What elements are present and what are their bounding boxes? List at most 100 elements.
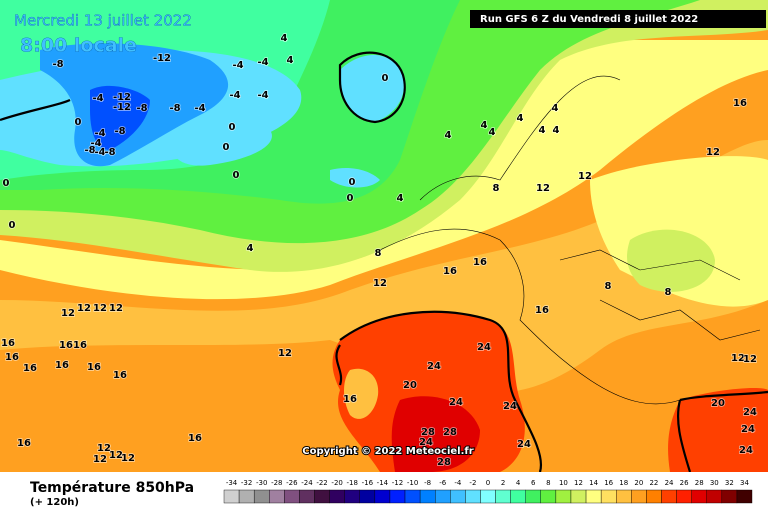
scale-label: 28	[695, 479, 704, 487]
scale-label: -12	[392, 479, 403, 487]
scale-label: 16	[604, 479, 613, 487]
scale-label: 22	[649, 479, 658, 487]
color-cell	[314, 489, 330, 504]
contour-label: -4	[90, 138, 101, 149]
contour-label: 4	[553, 125, 560, 136]
contour-label: -12	[153, 53, 171, 64]
color-cell	[299, 489, 315, 504]
contour-label: -4	[194, 103, 205, 114]
color-cell	[600, 489, 617, 504]
color-cell	[419, 489, 436, 504]
contour-label: -4	[229, 90, 240, 101]
contour-label: -4	[94, 128, 105, 139]
color-cell	[344, 489, 360, 504]
color-cell	[465, 489, 481, 504]
contour-label: 12	[121, 453, 135, 464]
contour-label: -4	[257, 57, 268, 68]
color-cell	[435, 489, 451, 504]
contour-label: 24	[477, 342, 491, 353]
scale-label: -32	[241, 479, 252, 487]
contour-label: 0	[223, 142, 230, 153]
contour-label: 12	[706, 147, 720, 158]
color-cell	[495, 489, 511, 504]
contour-label: 12	[743, 354, 757, 365]
contour-label: -8	[52, 59, 63, 70]
contour-label: 12	[373, 278, 387, 289]
contour-label: 0	[9, 220, 16, 231]
contour-label: 12	[731, 353, 745, 364]
scale-label: -30	[256, 479, 267, 487]
contour-label: 0	[233, 170, 240, 181]
contour-label: 24	[517, 439, 531, 450]
contour-label: -4	[257, 90, 268, 101]
color-cell	[329, 489, 345, 504]
contour-label: 4	[281, 33, 288, 44]
contour-label: 16	[113, 370, 127, 381]
scale-label: 18	[619, 479, 628, 487]
scale-label: 6	[531, 479, 536, 487]
forecast-date: Mercredi 13 juillet 2022	[14, 12, 192, 30]
contour-label: 24	[739, 445, 753, 456]
scale-label: 10	[559, 479, 568, 487]
contour-label: 8	[605, 281, 612, 292]
scale-label: 0	[486, 479, 490, 487]
contour-label: -4	[94, 147, 105, 158]
contour-label: 8	[375, 248, 382, 259]
color-cell	[404, 489, 421, 504]
contour-label: 4	[287, 55, 294, 66]
color-cell	[585, 489, 602, 504]
scale-label: -34	[226, 479, 238, 487]
color-cell	[706, 489, 723, 504]
color-cell	[359, 489, 376, 504]
contour-label: 16	[443, 266, 457, 277]
scale-label: 12	[574, 479, 583, 487]
contour-label: -8	[169, 103, 180, 114]
coastlines	[379, 75, 761, 405]
color-cell	[691, 489, 707, 504]
color-cell	[238, 489, 255, 504]
scale-label: -18	[347, 479, 358, 487]
contour-label: 16	[5, 352, 19, 363]
contour-label: 28	[421, 427, 435, 438]
scale-label: -6	[439, 479, 447, 487]
scale-label: -4	[454, 479, 462, 487]
run-info: Run GFS 6 Z du Vendredi 8 juillet 2022	[480, 14, 698, 25]
scale-label: 24	[665, 479, 674, 487]
color-cell	[721, 489, 738, 504]
scale-label: -24	[301, 479, 313, 487]
color-cell	[736, 489, 753, 504]
contour-label: 16	[23, 363, 37, 374]
isotherm-contours	[0, 51, 768, 472]
color-cell	[676, 489, 692, 504]
color-cell	[555, 489, 572, 504]
contour-label: 4	[552, 103, 559, 114]
contour-label: 4	[481, 120, 488, 131]
contour-label: 16	[535, 305, 549, 316]
scale-label: -14	[377, 479, 389, 487]
scale-label: 34	[740, 479, 749, 487]
contour-label: 0	[3, 178, 10, 189]
scale-label: -26	[286, 479, 298, 487]
legend-title: Température 850hPa	[30, 480, 194, 496]
contour-label: 16	[473, 257, 487, 268]
contour-label: 16	[343, 394, 357, 405]
contour-label: 0	[75, 117, 82, 128]
contour-label: 24	[503, 401, 517, 412]
contour-label: 12	[93, 454, 107, 465]
contour-label: -12	[113, 92, 131, 103]
contour-label: 4	[247, 243, 254, 254]
contour-label: 12	[77, 303, 91, 314]
color-cell	[253, 489, 270, 504]
contour-label: 0	[382, 73, 389, 84]
scale-label: -28	[271, 479, 282, 487]
contour-label: 0	[347, 193, 354, 204]
contour-label: -4	[232, 60, 243, 71]
temperature-field	[0, 0, 768, 472]
contour-label: 16	[733, 98, 747, 109]
contour-label: 12	[97, 443, 111, 454]
contour-label: 16	[59, 340, 73, 351]
contour-label: 8	[493, 183, 500, 194]
color-cell	[661, 489, 677, 504]
legend-subtitle: (+ 120h)	[30, 497, 79, 508]
